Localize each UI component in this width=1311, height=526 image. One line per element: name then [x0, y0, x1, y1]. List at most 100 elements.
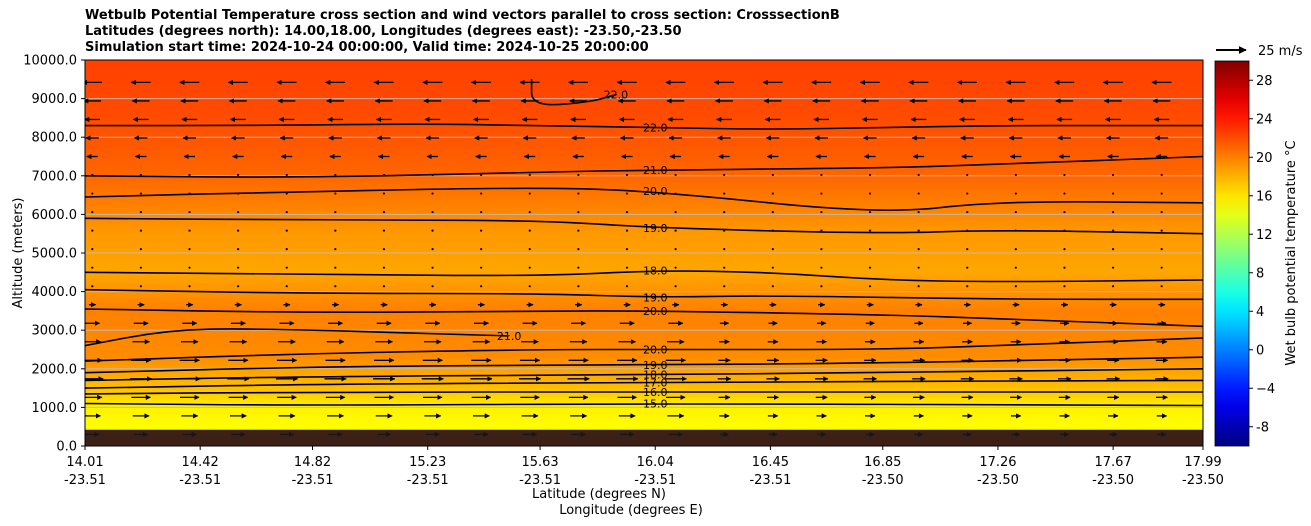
colorbar-tick-label: 16: [1256, 189, 1273, 204]
x-axis: 14.01 -23.51 14.42 -23.51 14.82 -23.51 15.23 -2…: [64, 446, 1224, 488]
wind-vector: [771, 229, 774, 232]
contour-label: 20.0: [643, 185, 668, 198]
wind-vector: [1063, 210, 1066, 214]
contour-label: 19.0: [643, 222, 668, 235]
wind-vector: [917, 210, 920, 214]
wind-vector: [431, 173, 434, 177]
wind-vector: [382, 266, 386, 269]
wind-vector: [1111, 266, 1115, 269]
contour-label: 20.0: [643, 305, 668, 318]
x-tick-label-lat: 14.01: [66, 455, 103, 470]
wind-vector: [674, 229, 677, 232]
contour-label: 18.0: [643, 264, 668, 277]
wind-vector: [723, 266, 726, 269]
x-tick-label-lat: 14.42: [182, 455, 219, 470]
wind-vector: [1160, 248, 1163, 251]
wind-vector: [1063, 248, 1066, 251]
wind-vector: [868, 285, 872, 288]
wind-vector: [917, 266, 920, 269]
contour-line: [85, 356, 1203, 374]
colorbar-tick-label: 12: [1256, 228, 1273, 243]
wind-vector: [625, 173, 629, 177]
wind-vector: [480, 266, 483, 269]
contour-label: 18.0: [643, 369, 668, 382]
contour-lines: 22.021.020.019.018.019.020.020.019.018.0…: [85, 79, 1203, 411]
wind-vector: [285, 285, 288, 288]
wind-vector: [868, 192, 872, 195]
wind-vector: [334, 285, 337, 288]
colorbar-tick-label: 0: [1256, 343, 1264, 358]
wind-vector: [528, 248, 531, 251]
contour-line: [85, 187, 1203, 211]
wind-vector: [1160, 192, 1163, 195]
contour-line: [85, 123, 1203, 130]
wind-vector: [382, 173, 386, 177]
wind-vector: [188, 173, 191, 177]
wind-vector: [431, 192, 434, 195]
x-axis-label-2: Longitude (degrees E): [559, 503, 703, 518]
wind-vector: [820, 266, 823, 269]
wind-vector: [966, 266, 969, 269]
wind-vector: [237, 266, 240, 269]
wind-vector: [237, 248, 240, 251]
x-tick-label-lat: 14.82: [294, 455, 331, 470]
wind-vector: [868, 229, 872, 232]
chart-title-line-1: Wetbulb Potential Temperature cross sect…: [85, 8, 840, 23]
wind-vector: [1014, 229, 1017, 232]
y-tick-label: 3000.0: [32, 324, 78, 339]
wind-vector: [431, 248, 434, 251]
wind-vector: [1014, 266, 1017, 269]
contour-label: 21.0: [497, 330, 522, 343]
x-axis-label: Latitude (degrees N): [532, 487, 666, 502]
wind-vector: [139, 266, 142, 269]
wind-vector: [431, 210, 434, 214]
x-tick-label-lon: -23.51: [749, 473, 791, 488]
wind-vector: [188, 248, 191, 251]
contour-label: 19.0: [643, 359, 668, 372]
wind-vector: [1160, 229, 1163, 232]
contour-line: [85, 337, 1203, 362]
contour-label: 19.0: [643, 291, 668, 304]
wind-vector: [577, 248, 580, 251]
chart-title-line-2: Latitudes (degrees north): 14.00,18.00, …: [85, 24, 682, 39]
wind-vector: [334, 266, 337, 269]
colorbar-tick-label: 8: [1256, 266, 1264, 281]
wind-vector: [1014, 192, 1017, 195]
wind-vector: [528, 173, 531, 177]
wind-vector: [382, 285, 386, 288]
x-tick-label-lon: -23.51: [634, 473, 676, 488]
wind-vector: [820, 285, 823, 288]
wind-vector: [771, 285, 774, 288]
wind-vector: [771, 266, 774, 269]
wind-vector: [139, 229, 142, 232]
wind-vector: [334, 229, 337, 232]
colorbar-tick-label: 4: [1256, 305, 1264, 320]
wind-vector: [771, 192, 774, 195]
wind-vector: [723, 229, 726, 232]
wind-vector: [674, 285, 677, 288]
wind-vector: [625, 248, 629, 251]
wind-vector: [237, 192, 240, 195]
wind-vector: [480, 285, 483, 288]
wind-vector: [966, 210, 969, 214]
wind-vector: [966, 192, 969, 195]
wind-vector: [528, 210, 531, 214]
wind-vector: [1063, 229, 1066, 232]
x-tick-label-lon: -23.50: [1182, 473, 1224, 488]
wind-vector: [577, 173, 580, 177]
wind-vector: [188, 210, 191, 214]
wind-vector: [820, 229, 823, 232]
wind-vector: [480, 248, 483, 251]
y-tick-label: 2000.0: [32, 362, 78, 377]
wind-vector: [723, 192, 726, 195]
wind-vector: [431, 229, 434, 232]
colorbar-tick-label: 28: [1256, 74, 1273, 89]
wind-vector: [674, 210, 677, 214]
wind-vector: [334, 173, 337, 177]
wind-vector: [1160, 210, 1163, 214]
wind-vector: [577, 210, 580, 214]
contour-label: 22.0: [604, 89, 629, 102]
wind-vector: [868, 266, 872, 269]
contour-label: 20.0: [643, 344, 668, 357]
wind-vector: [139, 285, 142, 288]
